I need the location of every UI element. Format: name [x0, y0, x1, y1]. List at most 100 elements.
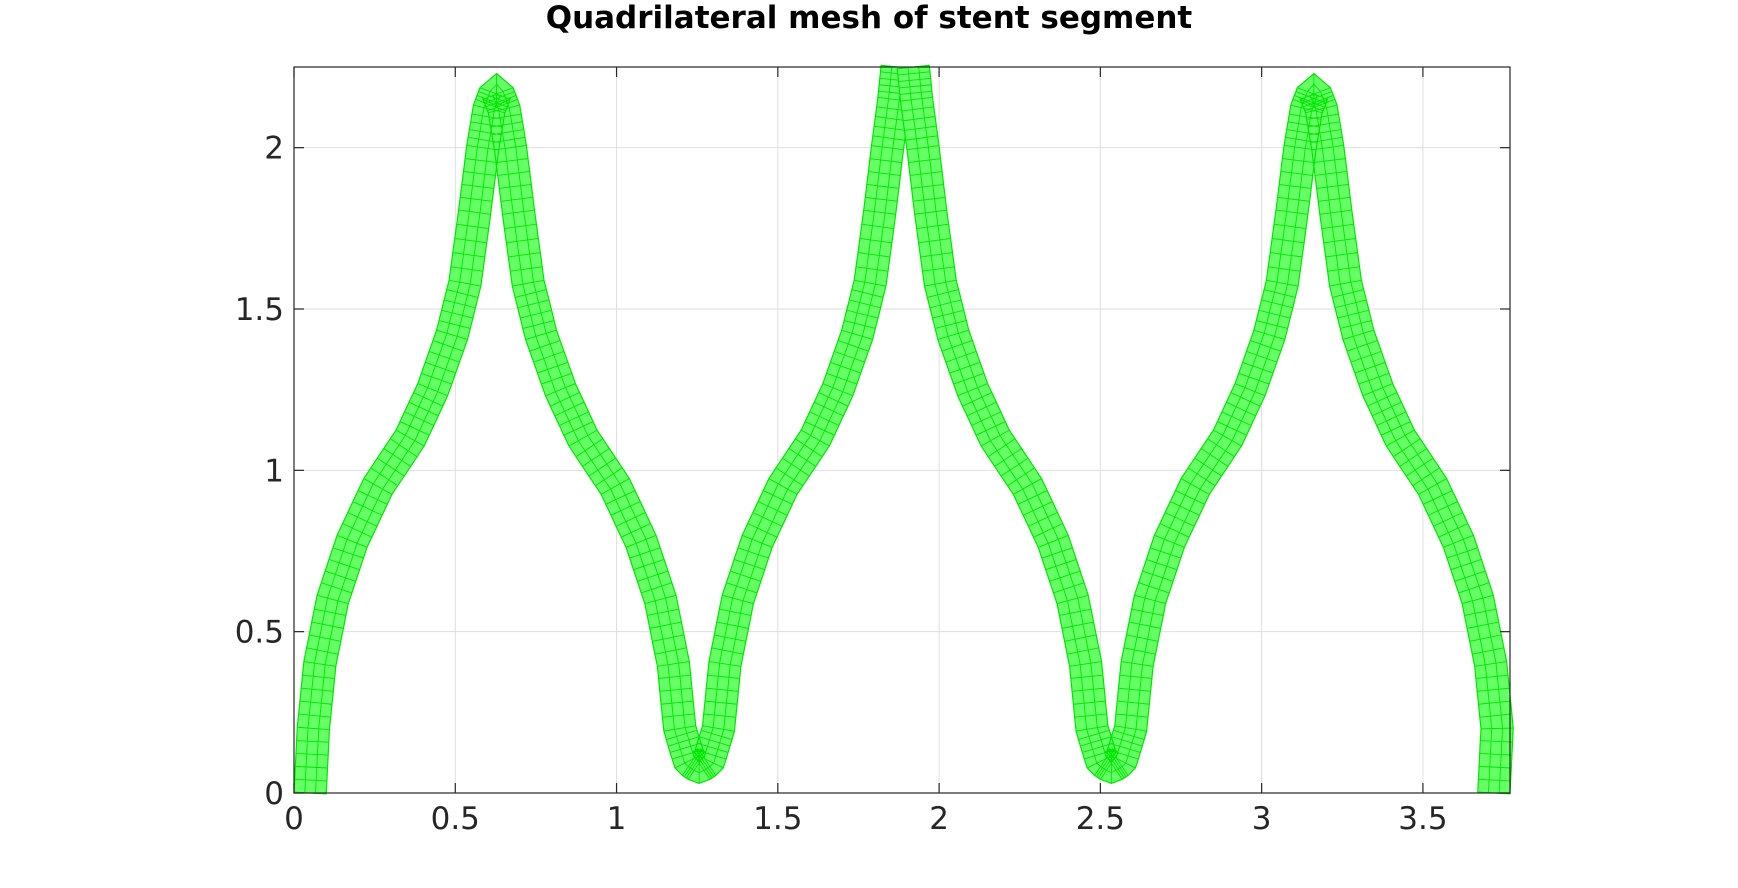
- mesh-cell-edge: [489, 113, 522, 120]
- mesh-cell-edge: [1028, 512, 1058, 527]
- mesh-cell-edge: [1418, 478, 1447, 495]
- mesh-cell-edge: [1472, 647, 1504, 655]
- mesh-cell-edge: [563, 421, 594, 436]
- mesh-cell-edge: [957, 383, 988, 397]
- mesh-cell-edge: [668, 736, 700, 747]
- mesh-cell-edge: [1279, 183, 1312, 189]
- mesh-cell-edge: [299, 700, 333, 705]
- mesh-cell-edge: [1381, 421, 1411, 436]
- mesh-cell-edge: [649, 621, 682, 629]
- mesh-cell-edge: [693, 750, 713, 779]
- mesh-cell-edge: [506, 237, 539, 244]
- mesh-cell-edge: [863, 209, 896, 215]
- mesh-cell-edge: [1329, 279, 1362, 287]
- mesh-cell-edge: [545, 383, 576, 397]
- mesh-cell-edge: [702, 725, 735, 732]
- mesh-cell-edge: [714, 634, 746, 642]
- mesh-cell-edge: [1230, 392, 1261, 407]
- mesh-cell-edge: [1306, 113, 1339, 120]
- mesh-cell-edge: [1433, 512, 1463, 527]
- mesh-cell-edge: [600, 478, 630, 495]
- mesh-cell-edge: [537, 361, 569, 374]
- mesh-cell-edge: [1337, 309, 1369, 319]
- mesh-cell-edge: [1297, 87, 1328, 100]
- mesh-cell-edge: [866, 184, 899, 189]
- mesh-cell-edge: [1301, 91, 1333, 104]
- mesh-cell-edge: [726, 582, 758, 594]
- mesh-cell-edge: [458, 209, 491, 215]
- mesh-cell-edge: [1113, 729, 1145, 740]
- mesh-cell-edge: [502, 209, 535, 215]
- mesh-cell-edge: [615, 512, 646, 527]
- mesh-cell-edge: [389, 438, 418, 458]
- mesh-cell-edge: [641, 582, 672, 594]
- mesh-cell-edge: [1376, 411, 1407, 426]
- mesh-cell-edge: [1309, 129, 1342, 136]
- x-tick-label: 0.5: [431, 801, 480, 837]
- mesh-cell-edge: [417, 383, 448, 397]
- mesh-cell-edge: [520, 309, 552, 319]
- mesh-cell-edge: [399, 421, 430, 436]
- mesh-cell-edge: [659, 687, 692, 692]
- mesh-cell-edge: [697, 748, 717, 776]
- mesh-cell-edge: [922, 266, 955, 272]
- mesh-cell-edge: [554, 401, 585, 417]
- mesh-cell-edge: [707, 674, 740, 679]
- mesh-cell-edge: [357, 490, 388, 505]
- mesh-strut: [896, 64, 1514, 795]
- y-tick-label: 0: [264, 776, 284, 812]
- mesh-cell-edge: [913, 196, 946, 202]
- mesh-cell-edge: [1358, 372, 1390, 385]
- mesh-cell-edge: [695, 749, 727, 760]
- mesh-row-line: [918, 66, 1503, 794]
- mesh-cell-edge: [1450, 559, 1482, 571]
- mesh-cell-edge: [1238, 372, 1270, 385]
- mesh-cell-edge: [1118, 687, 1151, 692]
- mesh-cell-edge: [975, 421, 1006, 436]
- mesh-cell-edge: [1350, 350, 1382, 363]
- mesh-cell-edge: [575, 438, 604, 458]
- mesh-cell-edge: [694, 753, 724, 769]
- mesh-cell-edge: [941, 339, 973, 352]
- mesh-cell-edge: [1109, 748, 1129, 776]
- mesh-cell-edge: [1107, 749, 1139, 760]
- mesh-cell-edge: [1217, 421, 1247, 436]
- mesh-cell-edge: [1142, 570, 1174, 582]
- mesh-cell-edge: [857, 252, 890, 258]
- mesh-cell-edge: [311, 621, 344, 629]
- mesh-cell-edge: [1316, 183, 1349, 189]
- mesh-cell-edge: [533, 350, 565, 363]
- mesh-cell-edge: [1478, 700, 1511, 705]
- mesh-cell-edge: [633, 559, 665, 571]
- mesh-cell-edge: [768, 478, 798, 495]
- mesh-cell-edge: [1098, 750, 1117, 779]
- mesh-cell-edge: [621, 523, 651, 538]
- mesh-cell-edge: [782, 457, 810, 477]
- mesh-cell-edge: [1154, 534, 1185, 548]
- mesh-cell-edge: [514, 289, 547, 298]
- axis-ticks: 0 0.5 1 1.5 2 2.5 3 3.5 0 0.5 1 1.5 2: [235, 67, 1510, 837]
- mesh-cell-edge: [1480, 727, 1514, 730]
- mesh-cell-edge: [404, 411, 434, 426]
- mesh-cell-edge: [1082, 742, 1114, 753]
- mesh-cell-edge: [625, 534, 657, 548]
- mesh-cell-edge: [1479, 753, 1512, 756]
- mesh-cell-edge: [1200, 448, 1229, 467]
- mesh-cell-edge: [1323, 237, 1356, 244]
- mesh-cell-edge: [752, 512, 783, 527]
- mesh-cell-edge: [1059, 608, 1092, 616]
- mesh-cell-edge: [1327, 266, 1360, 272]
- mesh-cell-edge: [854, 279, 887, 287]
- mesh-cell-edge: [484, 91, 515, 104]
- mesh-cell-edge: [1275, 209, 1309, 215]
- mesh-cell-edge: [1107, 749, 1127, 777]
- mesh-cell-edge: [934, 320, 967, 329]
- mesh-cell-edge: [949, 361, 981, 374]
- mesh-cell-edge: [1280, 171, 1313, 176]
- mesh-cell-edge: [716, 621, 749, 629]
- mesh-cell-edge: [1234, 383, 1266, 397]
- mesh-cell-edge: [849, 299, 881, 309]
- mesh-cell-edge: [818, 392, 849, 407]
- axes-frame: [293, 66, 1511, 794]
- mesh-cell-edge: [663, 725, 696, 732]
